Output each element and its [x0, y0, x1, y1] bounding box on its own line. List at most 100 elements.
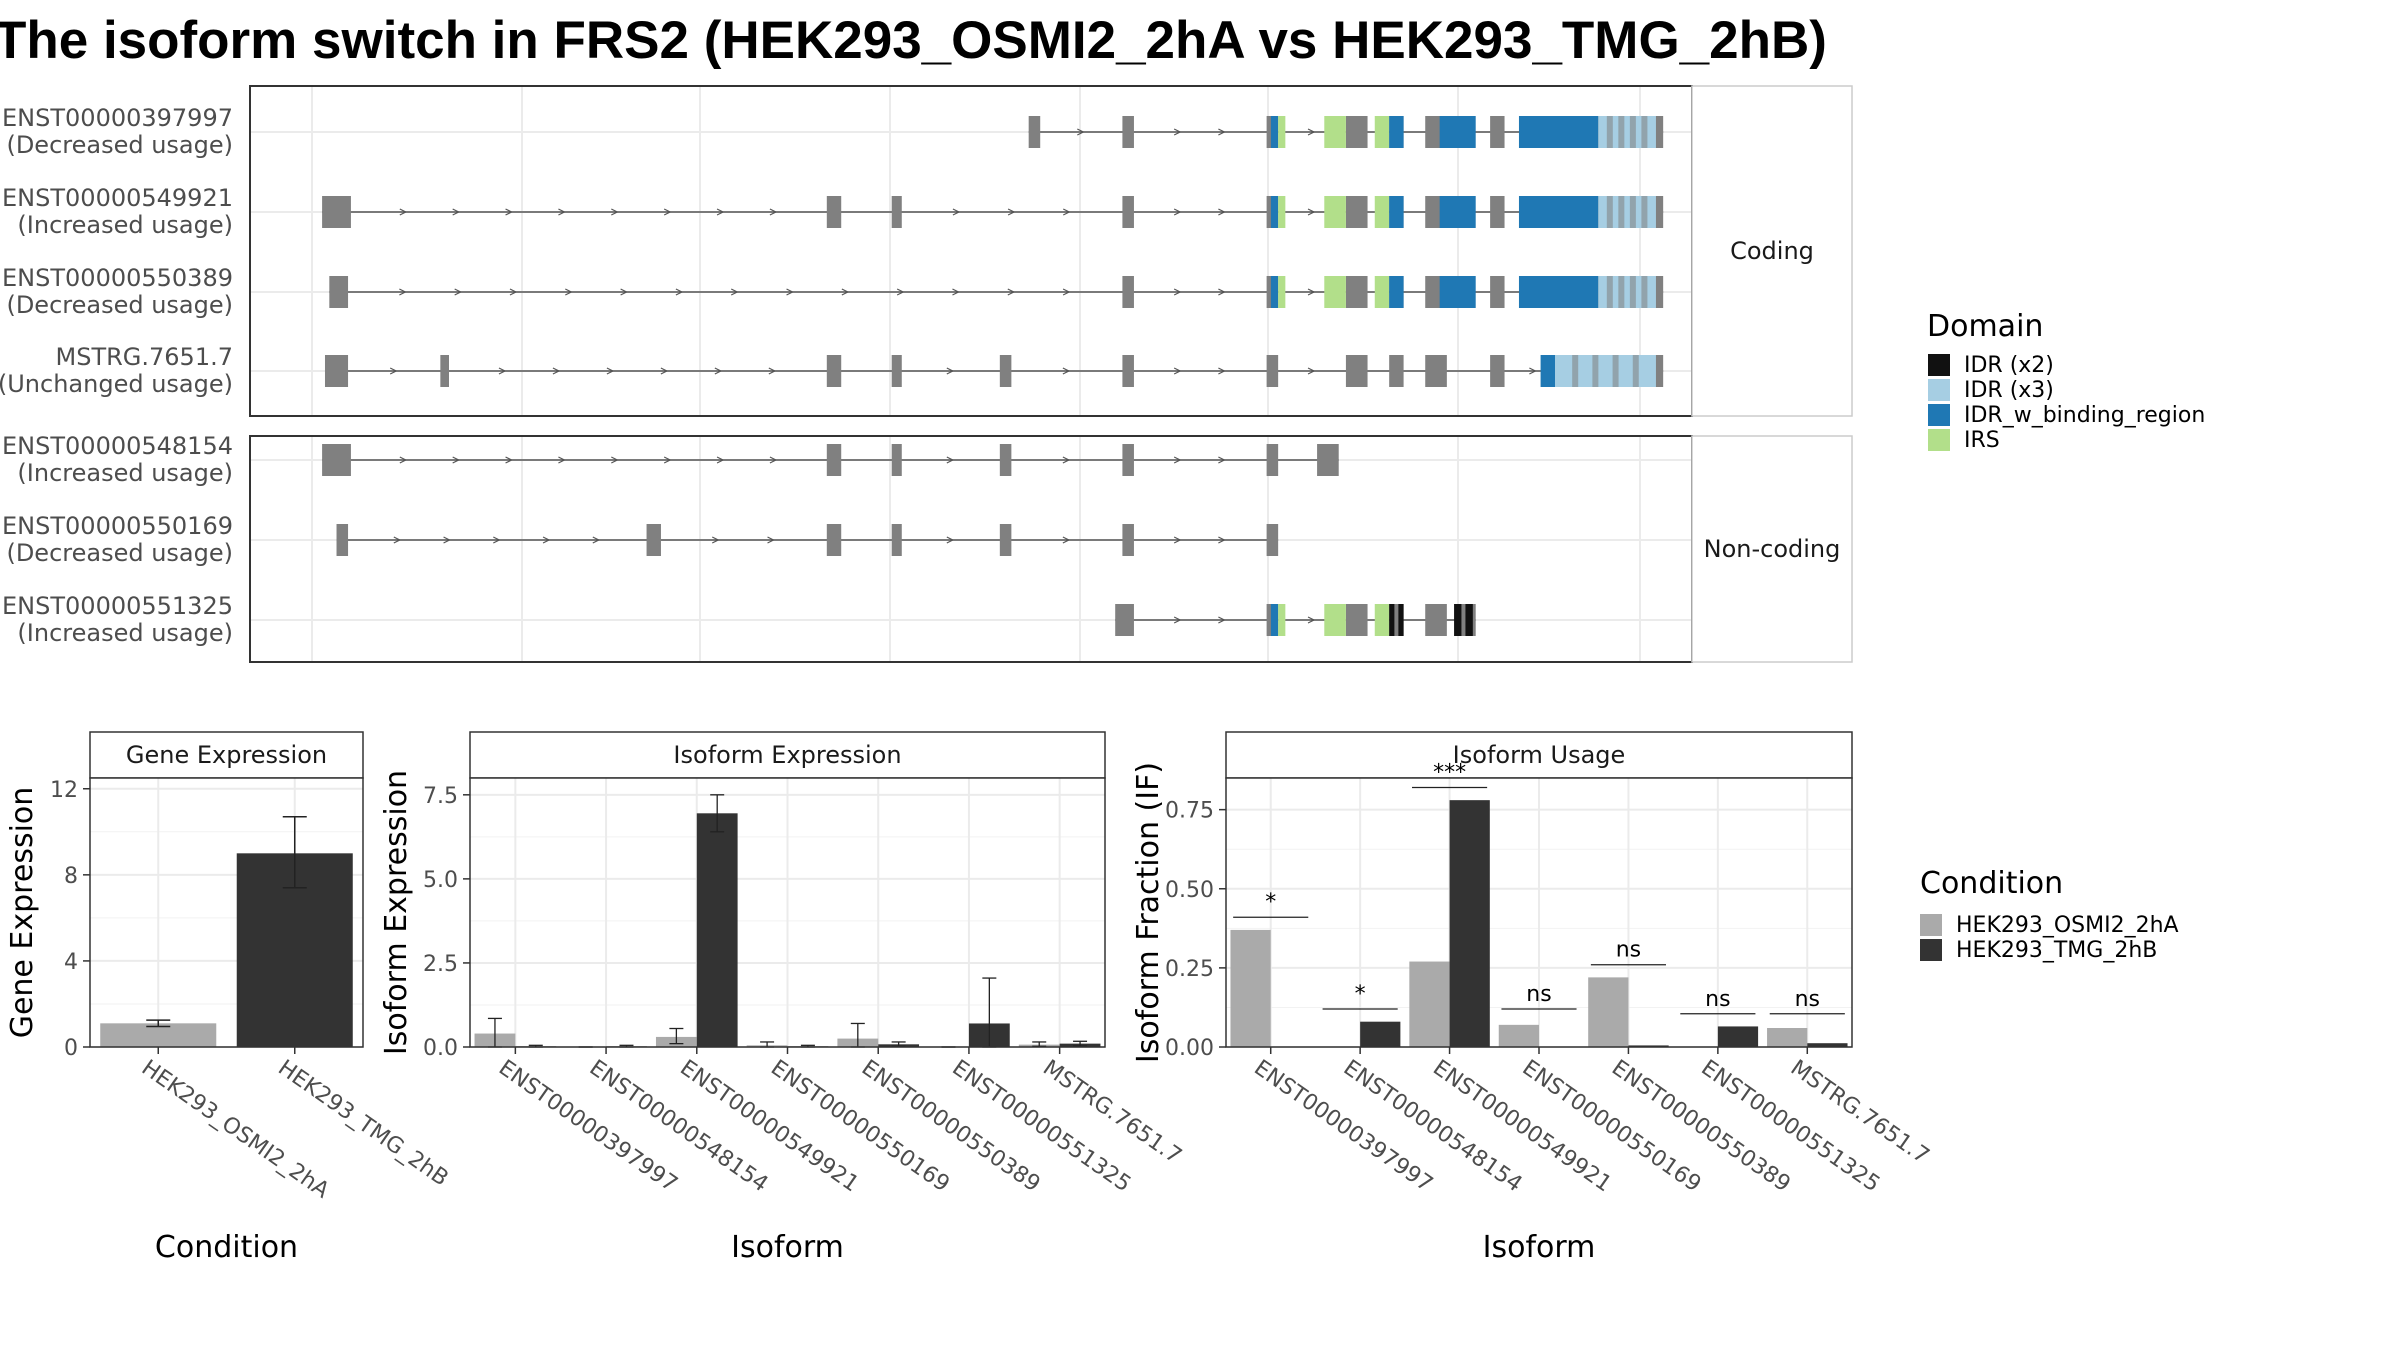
- structure-strip-label: Non-coding: [1704, 535, 1841, 563]
- legends: Domain IDR (x2)IDR (x3)IDR_w_binding_regi…: [1920, 309, 2205, 963]
- intron-arrow: [675, 288, 684, 296]
- intron-arrow: [952, 208, 961, 216]
- intron-arrow: [558, 456, 566, 464]
- transcript-usage-label: (Decreased usage): [6, 131, 233, 159]
- structure-strip: [1691, 85, 1853, 417]
- domain-overlap-stripe: [1606, 196, 1613, 228]
- domain-idr-binding: [1270, 196, 1279, 228]
- domain-irs: [1278, 604, 1286, 636]
- structure-panel-bg: [250, 436, 1692, 662]
- intron-arrow: [1062, 367, 1071, 375]
- domain-idr-binding: [1540, 355, 1556, 387]
- domain-overlap-stripe: [1618, 196, 1625, 228]
- domain-idr-binding: [1518, 276, 1599, 308]
- exon: [1425, 604, 1447, 636]
- domain-overlap-stripe: [1618, 116, 1625, 148]
- exon: [826, 444, 842, 476]
- intron-arrow: [660, 367, 669, 375]
- intron-arrow: [768, 367, 777, 375]
- exon: [1122, 524, 1134, 556]
- y-tick-label: 0.25: [1165, 957, 1214, 982]
- domain-overlap-stripe: [1641, 116, 1648, 148]
- y-axis-title: Isoform Expression: [379, 770, 414, 1055]
- domain-legend-label: IRS: [1964, 428, 2000, 453]
- domain-irs: [1278, 276, 1286, 308]
- intron-arrow: [399, 456, 408, 464]
- domain-overlap-stripe: [1629, 116, 1636, 148]
- figure-title: The isoform switch in FRS2 (HEK293_OSMI2…: [0, 11, 1827, 70]
- transcript-id-label: ENST00000550389: [2, 264, 233, 292]
- intron-arrow: [711, 536, 720, 544]
- y-axis-title: Gene Expression: [5, 787, 40, 1039]
- domain-idr-binding: [1270, 116, 1279, 148]
- chart-strip: [1225, 731, 1853, 779]
- y-tick-label: 12: [50, 778, 78, 803]
- exon: [1345, 276, 1368, 308]
- x-axis-title: Condition: [155, 1230, 298, 1265]
- intron-arrow: [786, 288, 794, 296]
- intron-arrow: [730, 288, 739, 296]
- exon: [999, 355, 1012, 387]
- exon: [1490, 116, 1505, 148]
- transcript-usage-label: (Decreased usage): [6, 539, 233, 567]
- y-tick-label: 2.5: [423, 952, 458, 977]
- transcript-id-label: ENST00000551325: [2, 592, 233, 620]
- intron-arrow: [1007, 208, 1016, 216]
- exon: [999, 444, 1012, 476]
- domain-overlap-stripe: [1641, 276, 1648, 308]
- exon: [826, 355, 842, 387]
- intron-arrow: [952, 288, 960, 296]
- exon: [1115, 604, 1134, 636]
- intron-arrow: [1307, 616, 1316, 624]
- transcript-ENST00000549921: ENST00000549921(Increased usage): [2, 184, 1664, 239]
- y-tick-label: 4: [64, 950, 78, 975]
- domain-overlap-stripe: [1618, 276, 1625, 308]
- transcript-id-label: ENST00000549921: [2, 184, 233, 212]
- y-tick-label: 0.0: [423, 1036, 458, 1061]
- exon: [1345, 116, 1368, 148]
- condition-legend-title: Condition: [1920, 866, 2063, 901]
- intron-arrow: [1173, 288, 1182, 296]
- exon: [1490, 276, 1505, 308]
- intron-arrow: [946, 536, 955, 544]
- domain-idr-binding: [1518, 196, 1599, 228]
- significance-label: ns: [1795, 987, 1820, 1012]
- bar: [1498, 1024, 1539, 1047]
- domain-overlap-stripe: [1461, 604, 1466, 636]
- domain-idr-binding: [1389, 196, 1404, 228]
- intron-arrow: [393, 536, 402, 544]
- bar: [1409, 961, 1450, 1047]
- intron-arrow: [509, 288, 518, 296]
- domain-overlap-stripe: [1606, 276, 1613, 308]
- intron-arrow: [399, 288, 407, 296]
- intron-arrow: [1062, 456, 1071, 464]
- domain-idr-binding: [1439, 276, 1476, 308]
- domain-irs: [1374, 604, 1390, 636]
- domain-legend-key: [1928, 404, 1950, 426]
- intron-arrow: [1529, 367, 1537, 375]
- domain-irs: [1278, 196, 1286, 228]
- intron-arrow: [1218, 456, 1226, 464]
- bar: [1588, 977, 1629, 1047]
- exon: [1266, 524, 1279, 556]
- domain-idr-binding: [1270, 604, 1279, 636]
- intron-arrow: [1218, 616, 1226, 624]
- intron-arrow: [841, 288, 850, 296]
- intron-arrow: [1173, 616, 1182, 624]
- bar: [1360, 1021, 1401, 1047]
- intron-arrow: [946, 367, 955, 375]
- bar: [696, 813, 738, 1047]
- charts: Gene Expression04812HEK293_OSMI2_2hAHEK2…: [5, 731, 1933, 1265]
- transcript-ENST00000397997: ENST00000397997(Decreased usage): [2, 104, 1664, 159]
- domain-irs: [1324, 276, 1346, 308]
- intron-arrow: [1173, 208, 1182, 216]
- exon: [1122, 444, 1134, 476]
- bar: [1449, 800, 1490, 1047]
- intron-arrow: [896, 288, 905, 296]
- transcript-usage-label: (Increased usage): [17, 211, 233, 239]
- exon: [891, 355, 902, 387]
- exon: [891, 524, 902, 556]
- transcript-usage-label: (Decreased usage): [6, 291, 233, 319]
